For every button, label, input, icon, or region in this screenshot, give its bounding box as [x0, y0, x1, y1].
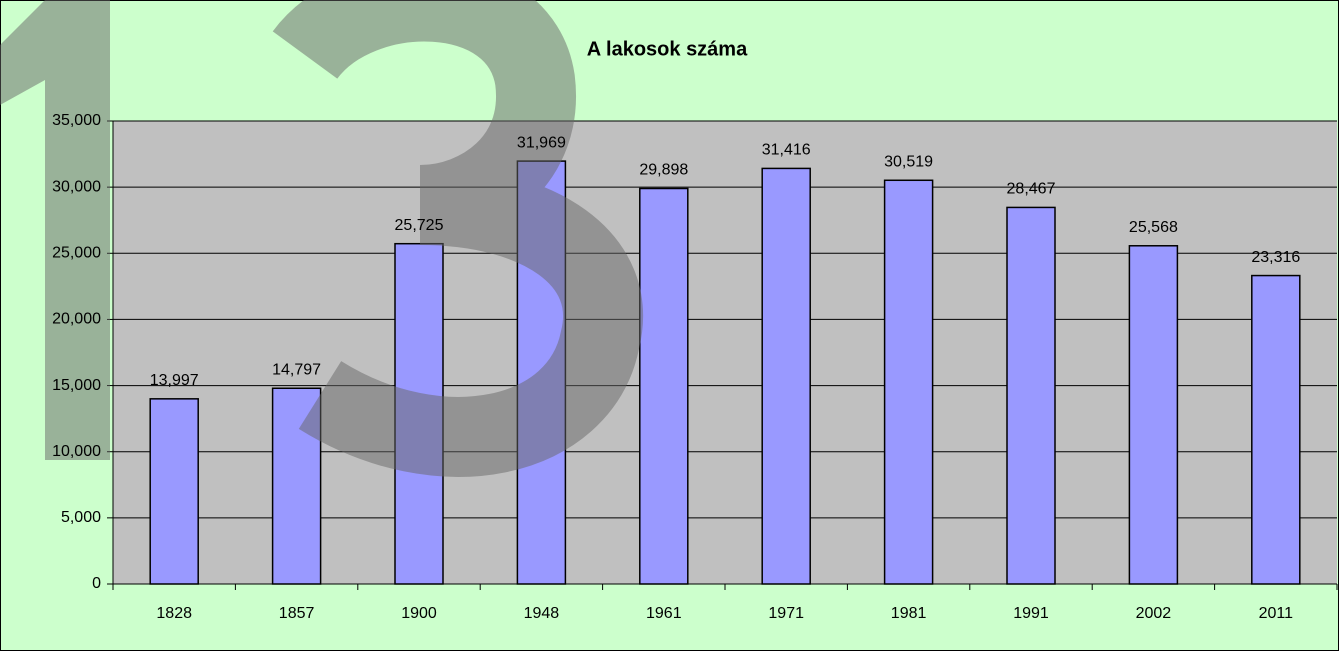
data-label: 31,416 [762, 142, 811, 159]
x-tick-label: 2011 [1259, 605, 1294, 622]
y-tick-label: 35,000 [52, 112, 101, 129]
y-tick-label: 20,000 [52, 311, 101, 328]
bar [1128, 245, 1179, 585]
bar [761, 167, 811, 585]
watermark-three [272, 0, 643, 477]
y-tick-label: 10,000 [52, 443, 101, 460]
watermark-one [0, 0, 110, 460]
x-tick-label: 1948 [524, 605, 560, 622]
x-tick-label: 1961 [646, 605, 682, 622]
data-label: 23,316 [1251, 249, 1300, 266]
watermark [0, 0, 643, 477]
bar [883, 179, 934, 585]
x-tick-label: 1981 [891, 605, 927, 622]
labels: 0 5,000 10,000 15,000 20,000 25,000 30,000 35,0… [52, 112, 1300, 622]
data-label: 14,797 [272, 361, 321, 378]
data-label: 29,898 [639, 162, 688, 179]
y-tick-label: 5,000 [61, 509, 101, 526]
data-label: 25,568 [1129, 219, 1178, 236]
y-tick-label: 25,000 [52, 245, 101, 262]
data-label: 28,467 [1007, 181, 1056, 198]
x-tick-label: 1857 [279, 605, 315, 622]
x-tick-label: 1971 [768, 605, 804, 622]
bar [149, 398, 199, 585]
data-label: 30,519 [884, 153, 933, 170]
x-tick-label: 1900 [401, 605, 437, 622]
y-tick-label: 0 [92, 575, 101, 592]
bar [639, 187, 689, 585]
x-tick-label: 1828 [156, 605, 192, 622]
bar [1251, 274, 1301, 585]
data-label: 25,725 [395, 217, 444, 234]
chart-title: A lakosok száma [587, 38, 748, 60]
bar [1006, 206, 1056, 585]
y-tick-label: 15,000 [52, 377, 101, 394]
y-tick-label: 30,000 [52, 178, 101, 195]
data-label: 31,969 [517, 134, 566, 151]
x-tick-label: 1991 [1013, 605, 1049, 622]
x-tick-label: 2002 [1136, 605, 1172, 622]
data-label: 13,997 [150, 372, 199, 389]
